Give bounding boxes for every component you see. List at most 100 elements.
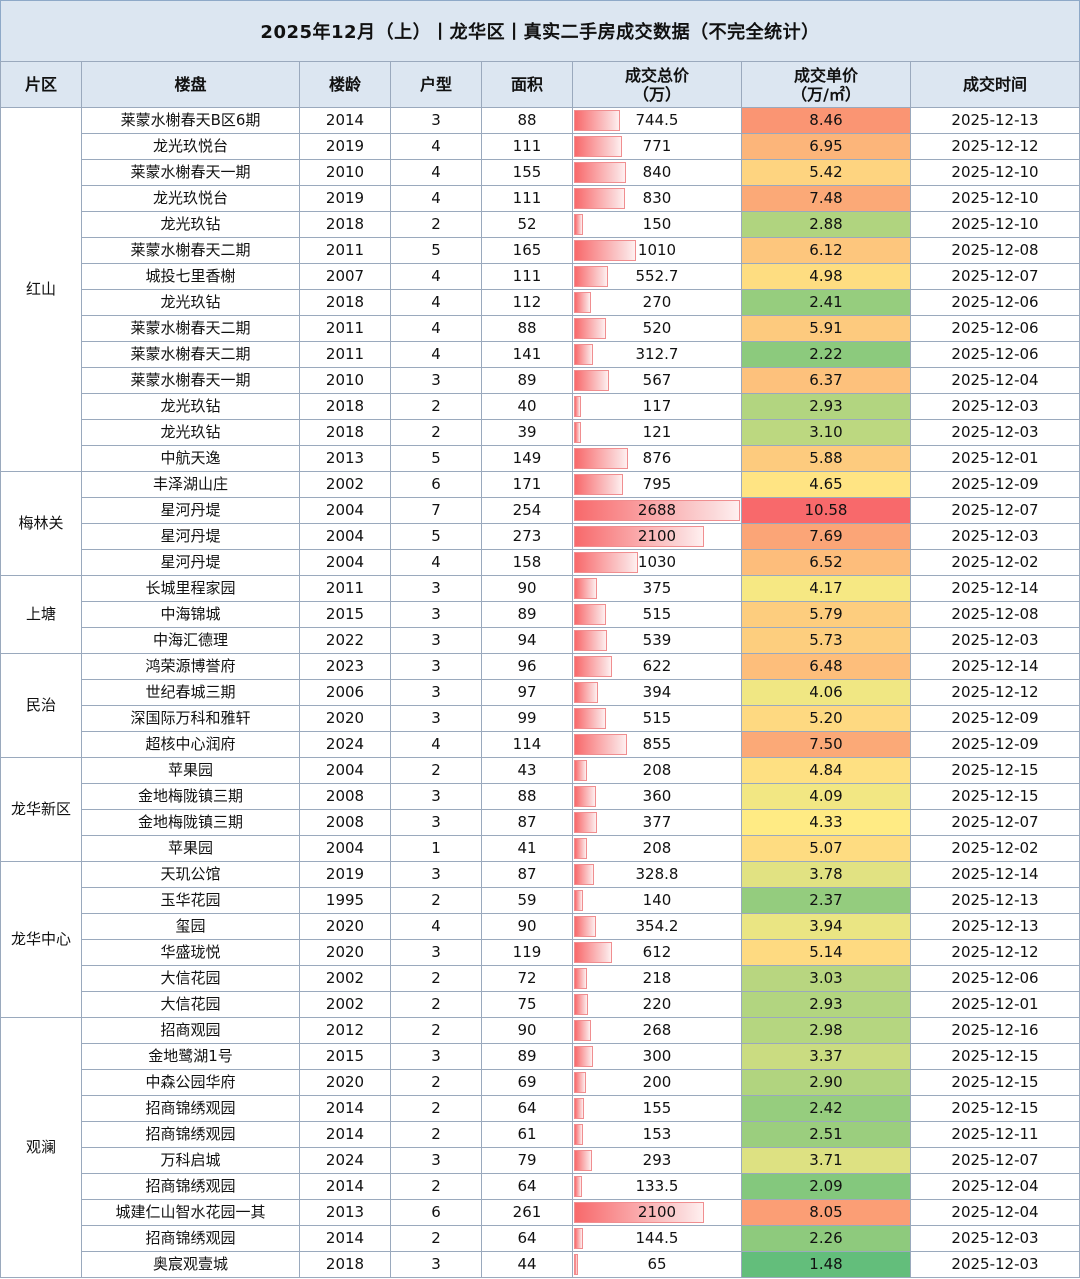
area-cell: 261 <box>481 1199 573 1226</box>
total-price-value: 520 <box>642 319 672 337</box>
rooms-cell: 2 <box>390 1017 482 1044</box>
unit-price-cell: 3.03 <box>741 965 911 992</box>
unit-price-cell: 1.48 <box>741 1251 911 1278</box>
table-row: 华盛珑悦 2020 3 119 612 5.14 2025-12-12 <box>1 939 1080 966</box>
total-price-bar <box>574 474 623 495</box>
year-cell: 2014 <box>299 1225 391 1252</box>
date-cell: 2025-12-06 <box>910 965 1080 992</box>
total-price-cell: 155 <box>572 1095 742 1122</box>
area-cell: 111 <box>481 263 573 290</box>
total-price-cell: 2100 <box>572 1199 742 1226</box>
total-price-value: 208 <box>642 761 672 779</box>
table-row: 奥宸观壹城 2018 3 44 65 1.48 2025-12-03 <box>1 1251 1080 1278</box>
table-row: 龙光玖悦台 2019 4 111 830 7.48 2025-12-10 <box>1 185 1080 212</box>
rooms-cell: 2 <box>390 991 482 1018</box>
rooms-cell: 2 <box>390 393 482 420</box>
area-cell: 39 <box>481 419 573 446</box>
table-row: 金地梅陇镇三期 2008 3 87 377 4.33 2025-12-07 <box>1 809 1080 836</box>
total-price-bar <box>574 864 594 885</box>
total-price-cell: 153 <box>572 1121 742 1148</box>
date-cell: 2025-12-13 <box>910 913 1080 940</box>
total-price-cell: 133.5 <box>572 1173 742 1200</box>
estate-cell: 莱蒙水榭春天二期 <box>81 315 300 342</box>
estate-cell: 星河丹堤 <box>81 549 300 576</box>
year-cell: 2002 <box>299 965 391 992</box>
area-cell: 111 <box>481 133 573 160</box>
total-price-value: 144.5 <box>635 1229 679 1247</box>
area-cell: 52 <box>481 211 573 238</box>
date-cell: 2025-12-02 <box>910 549 1080 576</box>
area-cell: 111 <box>481 185 573 212</box>
total-price-value: 375 <box>642 579 672 597</box>
year-cell: 2018 <box>299 393 391 420</box>
unit-price-cell: 6.52 <box>741 549 911 576</box>
unit-price-cell: 6.95 <box>741 133 911 160</box>
unit-price-cell: 10.58 <box>741 497 911 524</box>
unit-price-cell: 2.22 <box>741 341 911 368</box>
header-area: 面积 <box>481 61 573 108</box>
unit-price-cell: 2.09 <box>741 1173 911 1200</box>
year-cell: 2020 <box>299 1069 391 1096</box>
year-cell: 2011 <box>299 341 391 368</box>
unit-price-cell: 5.07 <box>741 835 911 862</box>
header-age: 楼龄 <box>299 61 391 108</box>
year-cell: 2023 <box>299 653 391 680</box>
total-price-value: 1030 <box>637 553 677 571</box>
total-price-value: 771 <box>642 137 672 155</box>
district-cell: 观澜 <box>0 1017 82 1278</box>
total-price-bar <box>574 942 612 963</box>
date-cell: 2025-12-12 <box>910 679 1080 706</box>
total-price-cell: 552.7 <box>572 263 742 290</box>
total-price-bar <box>574 318 606 339</box>
area-cell: 69 <box>481 1069 573 1096</box>
date-cell: 2025-12-09 <box>910 471 1080 498</box>
area-cell: 40 <box>481 393 573 420</box>
area-cell: 41 <box>481 835 573 862</box>
total-price-bar <box>574 708 606 729</box>
total-price-cell: 300 <box>572 1043 742 1070</box>
area-cell: 61 <box>481 1121 573 1148</box>
date-cell: 2025-12-09 <box>910 705 1080 732</box>
total-price-cell: 830 <box>572 185 742 212</box>
table-row: 星河丹堤 2004 4 158 1030 6.52 2025-12-02 <box>1 549 1080 576</box>
rooms-cell: 2 <box>390 1095 482 1122</box>
total-price-bar <box>574 1228 583 1249</box>
table-row: 金地鹭湖1号 2015 3 89 300 3.37 2025-12-15 <box>1 1043 1080 1070</box>
total-price-cell: 520 <box>572 315 742 342</box>
total-price-bar <box>574 838 587 859</box>
unit-price-cell: 5.91 <box>741 315 911 342</box>
rooms-cell: 3 <box>390 575 482 602</box>
total-price-cell: 612 <box>572 939 742 966</box>
total-price-value: 567 <box>642 371 672 389</box>
table-row: 城建仁山智水花园一其 2013 6 261 2100 8.05 2025-12-04 <box>1 1199 1080 1226</box>
rooms-cell: 2 <box>390 1121 482 1148</box>
total-price-value: 270 <box>642 293 672 311</box>
total-price-value: 268 <box>642 1021 672 1039</box>
date-cell: 2025-12-11 <box>910 1121 1080 1148</box>
rooms-cell: 6 <box>390 471 482 498</box>
unit-price-cell: 7.48 <box>741 185 911 212</box>
table-row: 招商锦绣观园 2014 2 61 153 2.51 2025-12-11 <box>1 1121 1080 1148</box>
estate-cell: 鸿荣源博誉府 <box>81 653 300 680</box>
table-row: 梅林关 丰泽湖山庄 2002 6 171 795 4.65 2025-12-09 <box>0 471 1080 576</box>
total-price-value: 117 <box>642 397 672 415</box>
estate-cell: 龙光玖悦台 <box>81 185 300 212</box>
area-cell: 43 <box>481 757 573 784</box>
total-price-value: 744.5 <box>635 111 679 129</box>
rooms-cell: 4 <box>390 159 482 186</box>
district-cell: 龙华中心 <box>0 861 82 1018</box>
unit-price-cell: 2.51 <box>741 1121 911 1148</box>
unit-price-cell: 5.14 <box>741 939 911 966</box>
year-cell: 2020 <box>299 913 391 940</box>
table-row: 星河丹堤 2004 7 254 2688 10.58 2025-12-07 <box>1 497 1080 524</box>
area-cell: 94 <box>481 627 573 654</box>
total-price-cell: 855 <box>572 731 742 758</box>
estate-cell: 龙光玖钻 <box>81 211 300 238</box>
rooms-cell: 2 <box>390 419 482 446</box>
rooms-cell: 2 <box>390 887 482 914</box>
total-price-cell: 2688 <box>572 497 742 524</box>
total-price-value: 354.2 <box>635 917 679 935</box>
header-date: 成交时间 <box>910 61 1080 108</box>
unit-price-cell: 7.50 <box>741 731 911 758</box>
unit-price-cell: 4.06 <box>741 679 911 706</box>
